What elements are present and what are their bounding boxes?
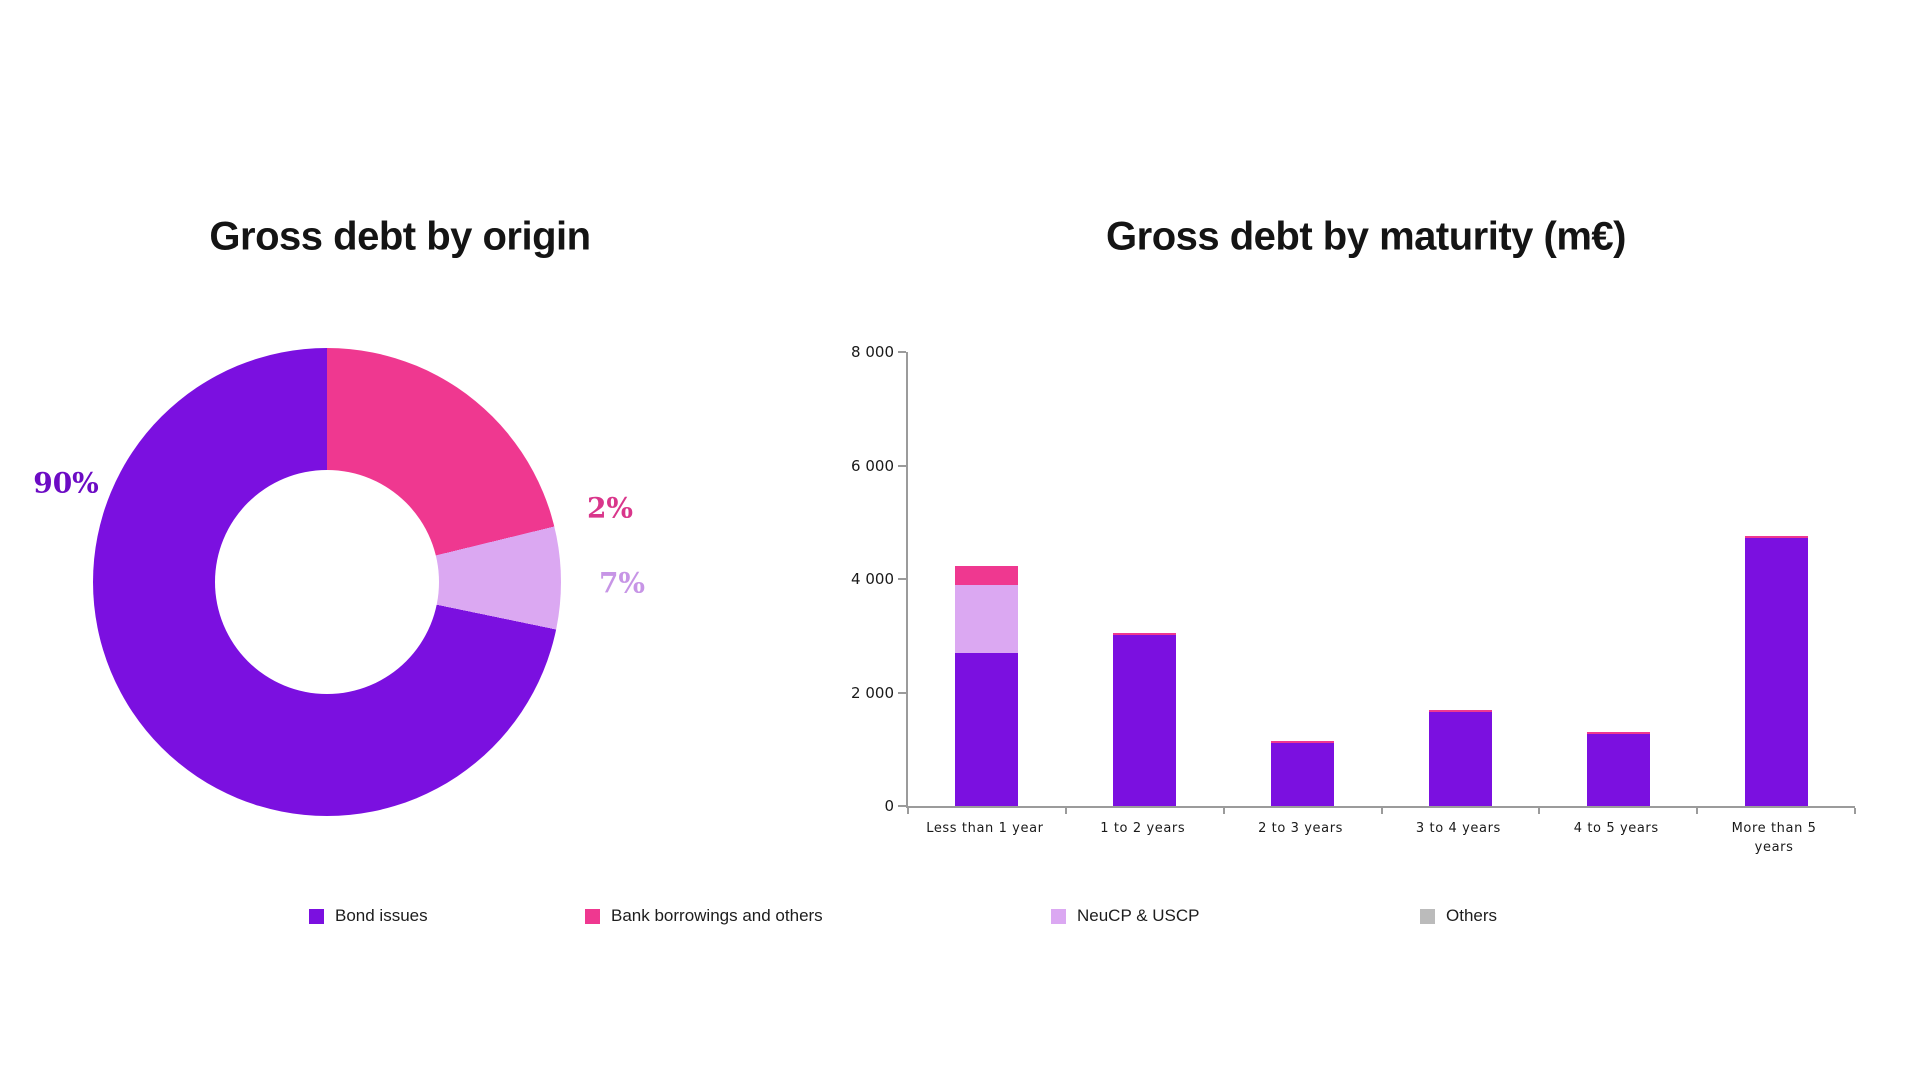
x-axis-label-1-to-2-years: 1 to 2 years: [1064, 820, 1222, 839]
x-axis-label-3-to-4-years: 3 to 4 years: [1380, 820, 1538, 839]
x-axis-tick: [1222, 808, 1225, 814]
legend-item-bank-borrowings-and-others: Bank borrowings and others: [585, 906, 823, 926]
bar-segment-neucp-uscp: [955, 584, 1019, 653]
legend-swatch-bond-issues: [309, 908, 324, 924]
bar-segment-bond-issues: [955, 652, 1019, 806]
x-axis-tick: [1538, 808, 1541, 814]
y-axis-label: 6 000: [851, 456, 894, 475]
bar-chart-title: Gross debt by maturity (m€): [1106, 214, 1626, 259]
x-axis-tick: [1380, 808, 1383, 814]
y-axis-label: 0: [884, 797, 894, 815]
legend-item-bond-issues: Bond issues: [309, 906, 428, 926]
bar-less-than-1-year: [955, 565, 1019, 806]
legend-item-others: Others: [1420, 906, 1497, 926]
y-axis-label: 2 000: [851, 683, 894, 702]
x-axis-label-text: Less than 1 year: [926, 821, 1044, 836]
y-axis-tick: [898, 578, 906, 580]
pie-label-bond-issues: 90%: [33, 466, 99, 500]
y-axis-tick: [898, 464, 906, 467]
legend-label: Bank borrowings and others: [611, 906, 823, 925]
bar-segment-bond-issues: [1271, 740, 1335, 806]
bar-segment-bond-issues: [1586, 732, 1650, 806]
x-axis-label-text: 2 to 3 years: [1258, 821, 1344, 836]
bar-3-to-4-years: [1428, 709, 1492, 806]
bar-2-to-3-years: [1271, 740, 1335, 806]
donut-chart: [93, 348, 561, 816]
x-axis-tick: [1854, 808, 1856, 814]
donut-hole: [215, 470, 439, 694]
legend-label: Bond issues: [335, 906, 428, 925]
x-axis-label-text: 1 to 2 years: [1100, 821, 1186, 836]
legend-label: Others: [1446, 906, 1498, 925]
y-axis-tick: [898, 351, 906, 353]
bar-4-to-5-years: [1586, 732, 1650, 806]
y-axis-label: 4 000: [851, 570, 894, 588]
bar-1-to-2-years: [1113, 632, 1177, 806]
x-axis-label-4-to-5-years: 4 to 5 years: [1537, 820, 1695, 839]
x-axis-label-text: More than 5 years: [1731, 821, 1817, 855]
bar-segment-bond-issues: [1428, 709, 1492, 806]
x-axis-tick: [907, 808, 909, 814]
x-axis-label-2-to-3-years: 2 to 3 years: [1222, 820, 1380, 839]
legend-swatch-bank-borrowings-and-others: [585, 908, 600, 924]
bar-chart-plot-area: [898, 351, 1856, 814]
pie-chart-title: Gross debt by origin: [209, 214, 591, 259]
y-axis-tick: [898, 691, 906, 694]
y-axis-tick: [898, 805, 906, 807]
bar-segment-bond-issues: [1744, 536, 1808, 806]
bar-segment-bank-borrowings-and-others: [955, 565, 1019, 585]
x-axis-tick: [1696, 808, 1699, 814]
x-axis-label-more-than-5-years: More than 5 years: [1695, 820, 1853, 858]
pie-label-neucp-uscp: 7%: [598, 566, 646, 600]
pie-label-bank-borrowings: 2%: [586, 491, 634, 525]
x-axis-tick: [1064, 808, 1067, 814]
legend-swatch-others: [1420, 908, 1435, 924]
bar-segment-bond-issues: [1113, 632, 1177, 806]
legend-swatch-neucp-uscp: [1051, 908, 1066, 924]
legend-item-neucp-uscp: NeuCP & USCP: [1051, 906, 1200, 926]
bar-more-than-5-years: [1744, 536, 1808, 806]
x-axis-label-less-than-1-year: Less than 1 year: [906, 820, 1064, 839]
y-axis-label: 8 000: [851, 343, 894, 361]
x-axis-label-text: 4 to 5 years: [1573, 821, 1659, 836]
legend-label: NeuCP & USCP: [1077, 906, 1200, 925]
x-axis-label-text: 3 to 4 years: [1415, 821, 1501, 836]
